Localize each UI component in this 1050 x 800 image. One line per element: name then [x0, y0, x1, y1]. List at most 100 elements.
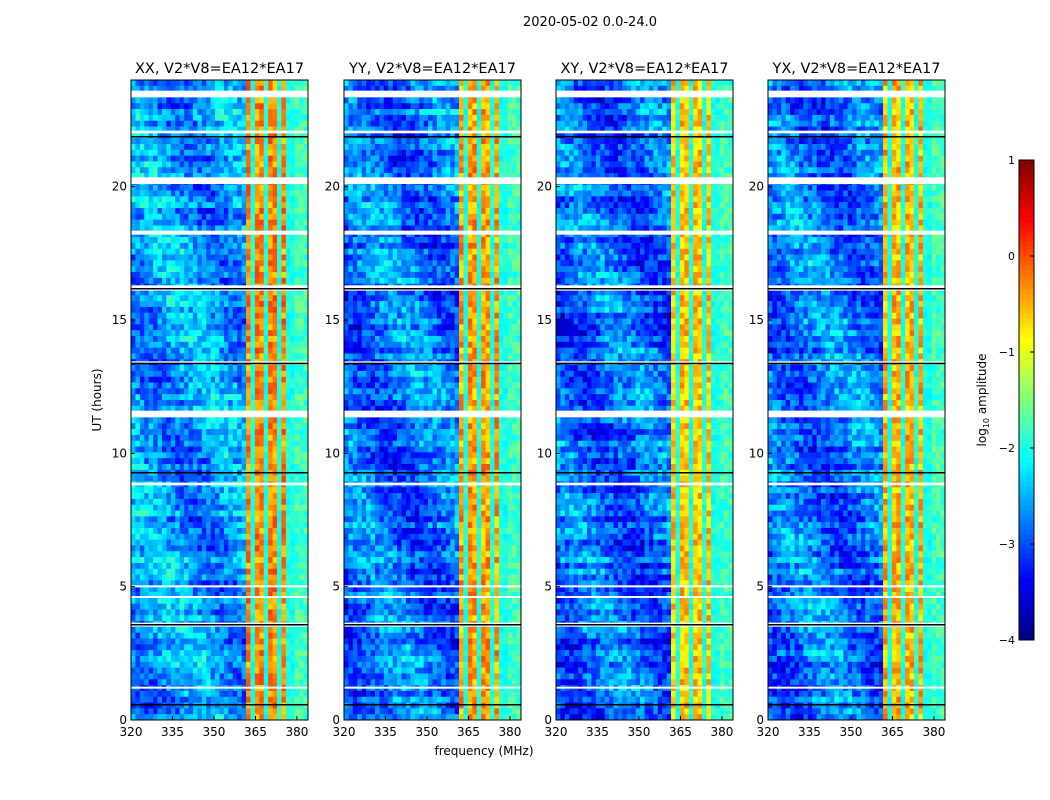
heatmap-cell [139, 295, 145, 302]
heatmap-cell [268, 97, 273, 104]
heatmap-cell [281, 557, 287, 564]
heatmap-cell [157, 330, 163, 337]
heatmap-cell [228, 85, 234, 92]
heatmap-cell [290, 434, 296, 442]
heatmap-cell [170, 376, 176, 383]
heatmap-cell [197, 394, 203, 401]
heatmap-cell [263, 493, 269, 500]
heatmap-cell [206, 80, 211, 87]
heatmap-cell [148, 679, 154, 686]
heatmap-cell [281, 85, 287, 92]
heatmap-cell [379, 155, 385, 162]
heatmap-cell [188, 696, 194, 703]
heatmap-cell [259, 446, 265, 453]
heatmap-cell [366, 103, 371, 110]
heatmap-cell [263, 434, 269, 442]
heatmap-cell [232, 539, 238, 546]
heatmap-cell [272, 475, 278, 482]
heatmap-cell [144, 714, 149, 721]
heatmap-cell [184, 353, 189, 360]
heatmap-cell [232, 388, 238, 395]
heatmap-cell [223, 493, 229, 500]
heatmap-cell [303, 347, 309, 354]
heatmap-cell [192, 464, 198, 471]
heatmap-cell [148, 580, 154, 587]
heatmap-cell [188, 213, 194, 220]
heatmap-cell [139, 429, 145, 436]
heatmap-cell [148, 242, 154, 250]
heatmap-cell [148, 562, 154, 570]
heatmap-cell [215, 574, 220, 581]
heatmap-cell [161, 632, 167, 639]
heatmap-cell [223, 196, 229, 203]
heatmap-cell [246, 388, 251, 395]
heatmap-cell [188, 679, 194, 686]
heatmap-cell [241, 103, 247, 110]
heatmap-cell [246, 661, 251, 668]
heatmap-cell [299, 638, 304, 645]
heatmap-cell [237, 557, 242, 564]
heatmap-cell [228, 400, 234, 407]
heatmap-cell [272, 149, 278, 156]
heatmap-cell [498, 144, 504, 151]
heatmap-cell [228, 318, 234, 325]
heatmap-cell [144, 592, 149, 599]
heatmap-cell [303, 498, 309, 506]
heatmap-cell [153, 533, 158, 540]
heatmap-cell [228, 545, 234, 552]
heatmap-cell [268, 109, 273, 116]
heatmap-cell [285, 388, 291, 395]
heatmap-cell [485, 114, 491, 122]
heatmap-cell [290, 522, 296, 529]
heatmap-cell [246, 632, 251, 639]
heatmap-cell [272, 679, 278, 686]
heatmap-cell [201, 592, 207, 599]
heatmap-cell [157, 336, 163, 343]
heatmap-cell [303, 545, 309, 552]
heatmap-cell [259, 312, 265, 319]
heatmap-cell [201, 690, 207, 698]
heatmap-cell [246, 120, 251, 127]
heatmap-cell [490, 109, 495, 116]
heatmap-cell [272, 213, 278, 220]
heatmap-cell [285, 324, 291, 331]
heatmap-cell [263, 184, 269, 191]
heatmap-cell [281, 330, 287, 337]
heatmap-cell [290, 452, 296, 459]
heatmap-cell [281, 464, 287, 471]
heatmap-cell [241, 475, 247, 482]
heatmap-cell [241, 609, 247, 616]
heatmap-cell [179, 656, 185, 663]
heatmap-cell [272, 690, 278, 698]
heatmap-cell [131, 429, 136, 436]
heatmap-cell [299, 661, 304, 668]
heatmap-cell [268, 248, 273, 255]
heatmap-cell [299, 109, 304, 116]
heatmap-cell [370, 155, 376, 162]
heatmap-cell [148, 696, 154, 703]
heatmap-cell [131, 382, 136, 389]
heatmap-cell [259, 306, 265, 314]
heatmap-cell [228, 690, 234, 698]
heatmap-cell [281, 242, 287, 250]
heatmap-cell [272, 504, 278, 511]
heatmap-cell [153, 429, 158, 436]
heatmap-cell [197, 196, 203, 203]
heatmap-cell [206, 196, 211, 203]
heatmap-cell [419, 97, 424, 104]
heatmap-cell [259, 504, 265, 511]
heatmap-cell [206, 638, 211, 645]
heatmap-cell [254, 429, 260, 436]
heatmap-cell [153, 528, 158, 535]
heatmap-cell [144, 545, 149, 552]
heatmap-cell [241, 219, 247, 226]
heatmap-cell [290, 696, 296, 703]
heatmap-cell [299, 475, 304, 482]
heatmap-cell [272, 644, 278, 651]
heatmap-cell [139, 696, 145, 703]
heatmap-cell [175, 597, 180, 604]
heatmap-cell [232, 242, 238, 250]
heatmap-cell [197, 626, 203, 634]
heatmap-cell [223, 597, 229, 604]
heatmap-cell [135, 138, 141, 145]
